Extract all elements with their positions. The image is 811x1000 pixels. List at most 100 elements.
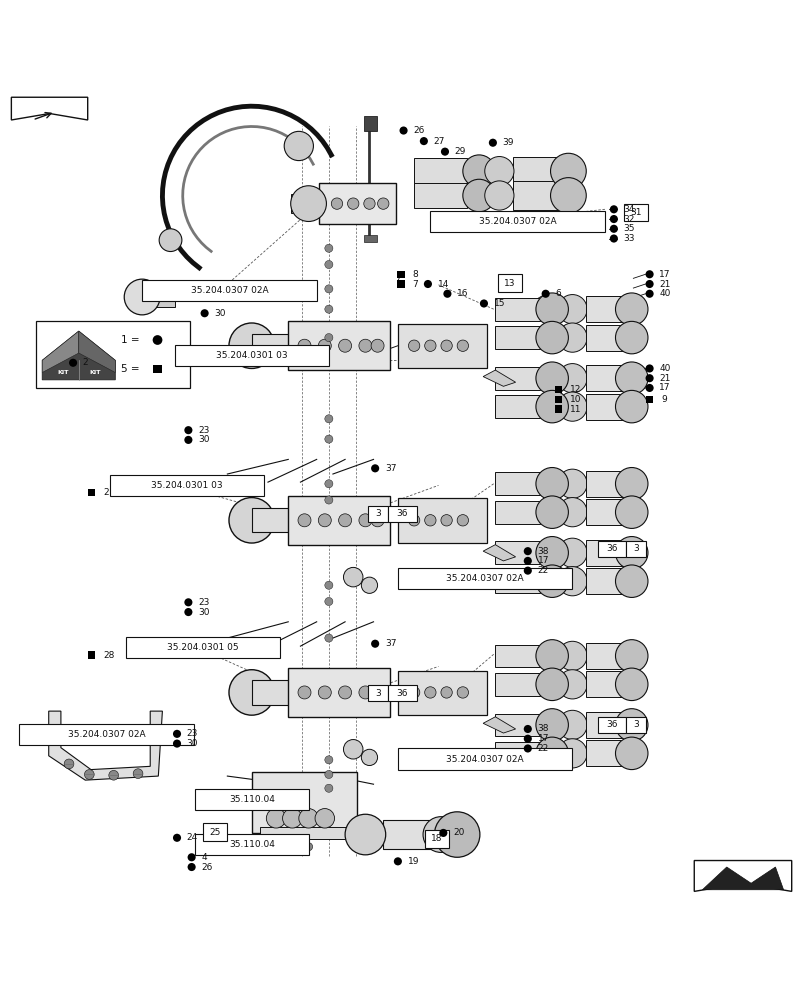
Bar — [625, 541, 646, 557]
Circle shape — [535, 321, 568, 354]
Circle shape — [345, 814, 385, 855]
Circle shape — [324, 784, 333, 792]
Bar — [288, 321, 389, 370]
Circle shape — [535, 468, 568, 500]
Circle shape — [363, 198, 375, 209]
Circle shape — [615, 390, 647, 423]
Circle shape — [615, 565, 647, 597]
Circle shape — [419, 137, 427, 145]
Polygon shape — [49, 711, 162, 780]
Circle shape — [69, 359, 77, 367]
Bar — [495, 673, 539, 696]
Circle shape — [324, 496, 333, 504]
Circle shape — [124, 279, 160, 315]
Bar — [397, 671, 487, 715]
Text: 33: 33 — [623, 234, 634, 243]
Bar — [397, 324, 487, 368]
Circle shape — [284, 131, 313, 161]
Bar — [586, 365, 626, 391]
Bar — [383, 820, 436, 849]
Circle shape — [278, 843, 286, 851]
Text: 28: 28 — [103, 651, 114, 660]
Circle shape — [318, 686, 331, 699]
Circle shape — [184, 608, 192, 616]
Bar — [397, 498, 487, 543]
Circle shape — [159, 229, 182, 252]
Circle shape — [479, 299, 487, 308]
Circle shape — [557, 295, 586, 324]
Circle shape — [535, 496, 568, 528]
Circle shape — [324, 770, 333, 779]
Bar — [623, 204, 647, 221]
Bar — [495, 395, 539, 418]
Circle shape — [535, 640, 568, 672]
Text: 18: 18 — [431, 834, 442, 843]
Bar — [388, 506, 416, 522]
Bar — [388, 685, 416, 701]
Bar — [195, 834, 308, 855]
Text: 30: 30 — [187, 739, 198, 748]
Bar — [414, 183, 466, 208]
Circle shape — [133, 769, 143, 779]
Bar — [397, 271, 404, 278]
Text: 3: 3 — [633, 544, 638, 553]
Text: 30: 30 — [214, 309, 225, 318]
Circle shape — [331, 198, 342, 209]
Text: 3: 3 — [375, 509, 380, 518]
Circle shape — [338, 686, 351, 699]
Circle shape — [440, 340, 452, 351]
Circle shape — [324, 435, 333, 443]
Text: 35.204.0301 03: 35.204.0301 03 — [151, 481, 222, 490]
Bar — [586, 671, 626, 697]
Text: KIT: KIT — [57, 370, 68, 375]
Circle shape — [434, 812, 479, 857]
Text: 25: 25 — [209, 828, 221, 837]
Bar — [142, 287, 174, 307]
Bar — [495, 367, 539, 390]
Circle shape — [615, 468, 647, 500]
Text: 9: 9 — [660, 395, 666, 404]
Bar — [319, 183, 396, 224]
Text: 21: 21 — [659, 280, 670, 289]
Bar — [367, 506, 388, 522]
Circle shape — [645, 280, 653, 288]
Circle shape — [361, 577, 377, 593]
Circle shape — [557, 567, 586, 596]
Circle shape — [298, 339, 311, 352]
Bar — [513, 181, 557, 210]
Bar — [586, 499, 626, 525]
Text: 40: 40 — [659, 289, 670, 298]
Circle shape — [557, 641, 586, 671]
Circle shape — [457, 515, 468, 526]
Bar — [495, 472, 539, 495]
Text: 36: 36 — [605, 720, 617, 729]
Circle shape — [523, 557, 531, 565]
Polygon shape — [483, 370, 515, 386]
Text: 35.204.0307 02A: 35.204.0307 02A — [446, 755, 523, 764]
Circle shape — [229, 498, 274, 543]
Circle shape — [324, 634, 333, 642]
Circle shape — [440, 515, 452, 526]
Bar — [397, 568, 572, 589]
Circle shape — [615, 537, 647, 569]
Circle shape — [298, 514, 311, 527]
Circle shape — [324, 756, 333, 764]
Text: 35: 35 — [623, 224, 634, 233]
Text: 23: 23 — [198, 598, 209, 607]
Text: 35.110.04: 35.110.04 — [229, 795, 274, 804]
Bar — [586, 712, 626, 738]
Circle shape — [440, 148, 448, 156]
Circle shape — [200, 309, 208, 317]
Circle shape — [266, 809, 285, 828]
Bar — [586, 740, 626, 766]
Text: 23: 23 — [198, 426, 209, 435]
Text: 17: 17 — [537, 556, 548, 565]
Bar — [88, 651, 95, 659]
Text: 21: 21 — [659, 374, 670, 383]
Circle shape — [408, 340, 419, 351]
Circle shape — [184, 598, 192, 606]
Circle shape — [615, 737, 647, 770]
Circle shape — [184, 426, 192, 434]
Polygon shape — [42, 331, 115, 380]
Bar — [513, 157, 557, 186]
